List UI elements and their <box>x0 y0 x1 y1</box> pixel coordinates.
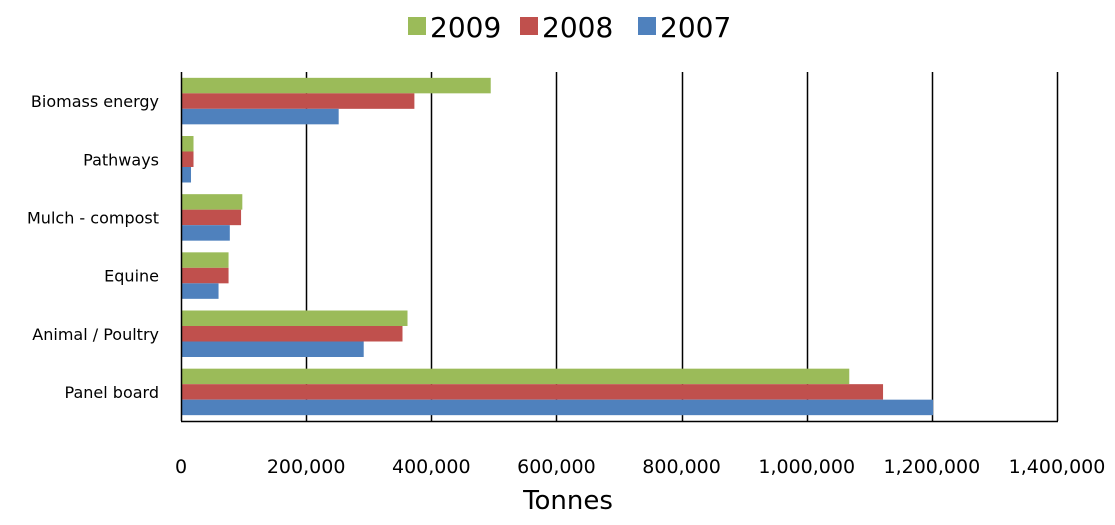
bar-2008-equine <box>182 267 229 284</box>
bar-2009-biomass-energy <box>182 77 491 94</box>
legend-swatch <box>408 17 426 35</box>
x-tick-label: 400,000 <box>392 456 471 478</box>
bar-2007-panel-board <box>182 399 934 416</box>
x-tick-label: 1,000,000 <box>758 456 855 478</box>
x-tick-label: 1,400,000 <box>1009 456 1106 478</box>
labels: 0 200,000 400,000 600,000 800,000 1,000,000 1,… <box>27 92 1105 478</box>
axes <box>180 72 1058 423</box>
bar-2008-biomass-energy <box>182 93 415 109</box>
bar-2008-mulch-compost <box>182 209 242 226</box>
bars <box>182 77 934 416</box>
bar-2009-equine <box>182 252 229 268</box>
bar-2007-pathways <box>182 167 192 183</box>
bar-2008-animal-poultry <box>182 326 403 342</box>
category-label: Biomass energy <box>31 92 159 111</box>
legend-swatch <box>520 17 538 35</box>
x-tick-label: 600,000 <box>517 456 596 478</box>
gridlines <box>305 72 1059 421</box>
bar-2007-biomass-energy <box>182 108 339 125</box>
bar-2009-mulch-compost <box>182 194 243 210</box>
category-label: Equine <box>104 267 159 286</box>
legend-label: 2007 <box>660 11 731 44</box>
bar-2009-pathways <box>182 136 194 152</box>
category-label: Pathways <box>83 150 159 169</box>
x-tick-label: 800,000 <box>642 456 721 478</box>
legend: 2009 2008 2007 <box>408 11 731 44</box>
category-label: Panel board <box>65 383 159 402</box>
legend-swatch <box>638 17 656 35</box>
category-label: Animal / Poultry <box>32 325 159 344</box>
x-tick-label: 1,200,000 <box>884 456 981 478</box>
bar-2009-animal-poultry <box>182 310 408 326</box>
category-label: Mulch - compost <box>27 208 159 227</box>
x-tick-label: 0 <box>175 456 187 478</box>
legend-label: 2009 <box>430 11 501 44</box>
bar-2007-mulch-compost <box>182 225 230 241</box>
bar-2008-panel-board <box>182 384 884 400</box>
bar-2009-panel-board <box>182 368 850 385</box>
bar-2007-equine <box>182 283 219 299</box>
legend-label: 2008 <box>542 11 613 44</box>
x-axis-title: Tonnes <box>522 486 613 516</box>
x-tick-label: 200,000 <box>267 456 346 478</box>
bar-2007-animal-poultry <box>182 341 364 357</box>
bar-2008-pathways <box>182 151 194 167</box>
